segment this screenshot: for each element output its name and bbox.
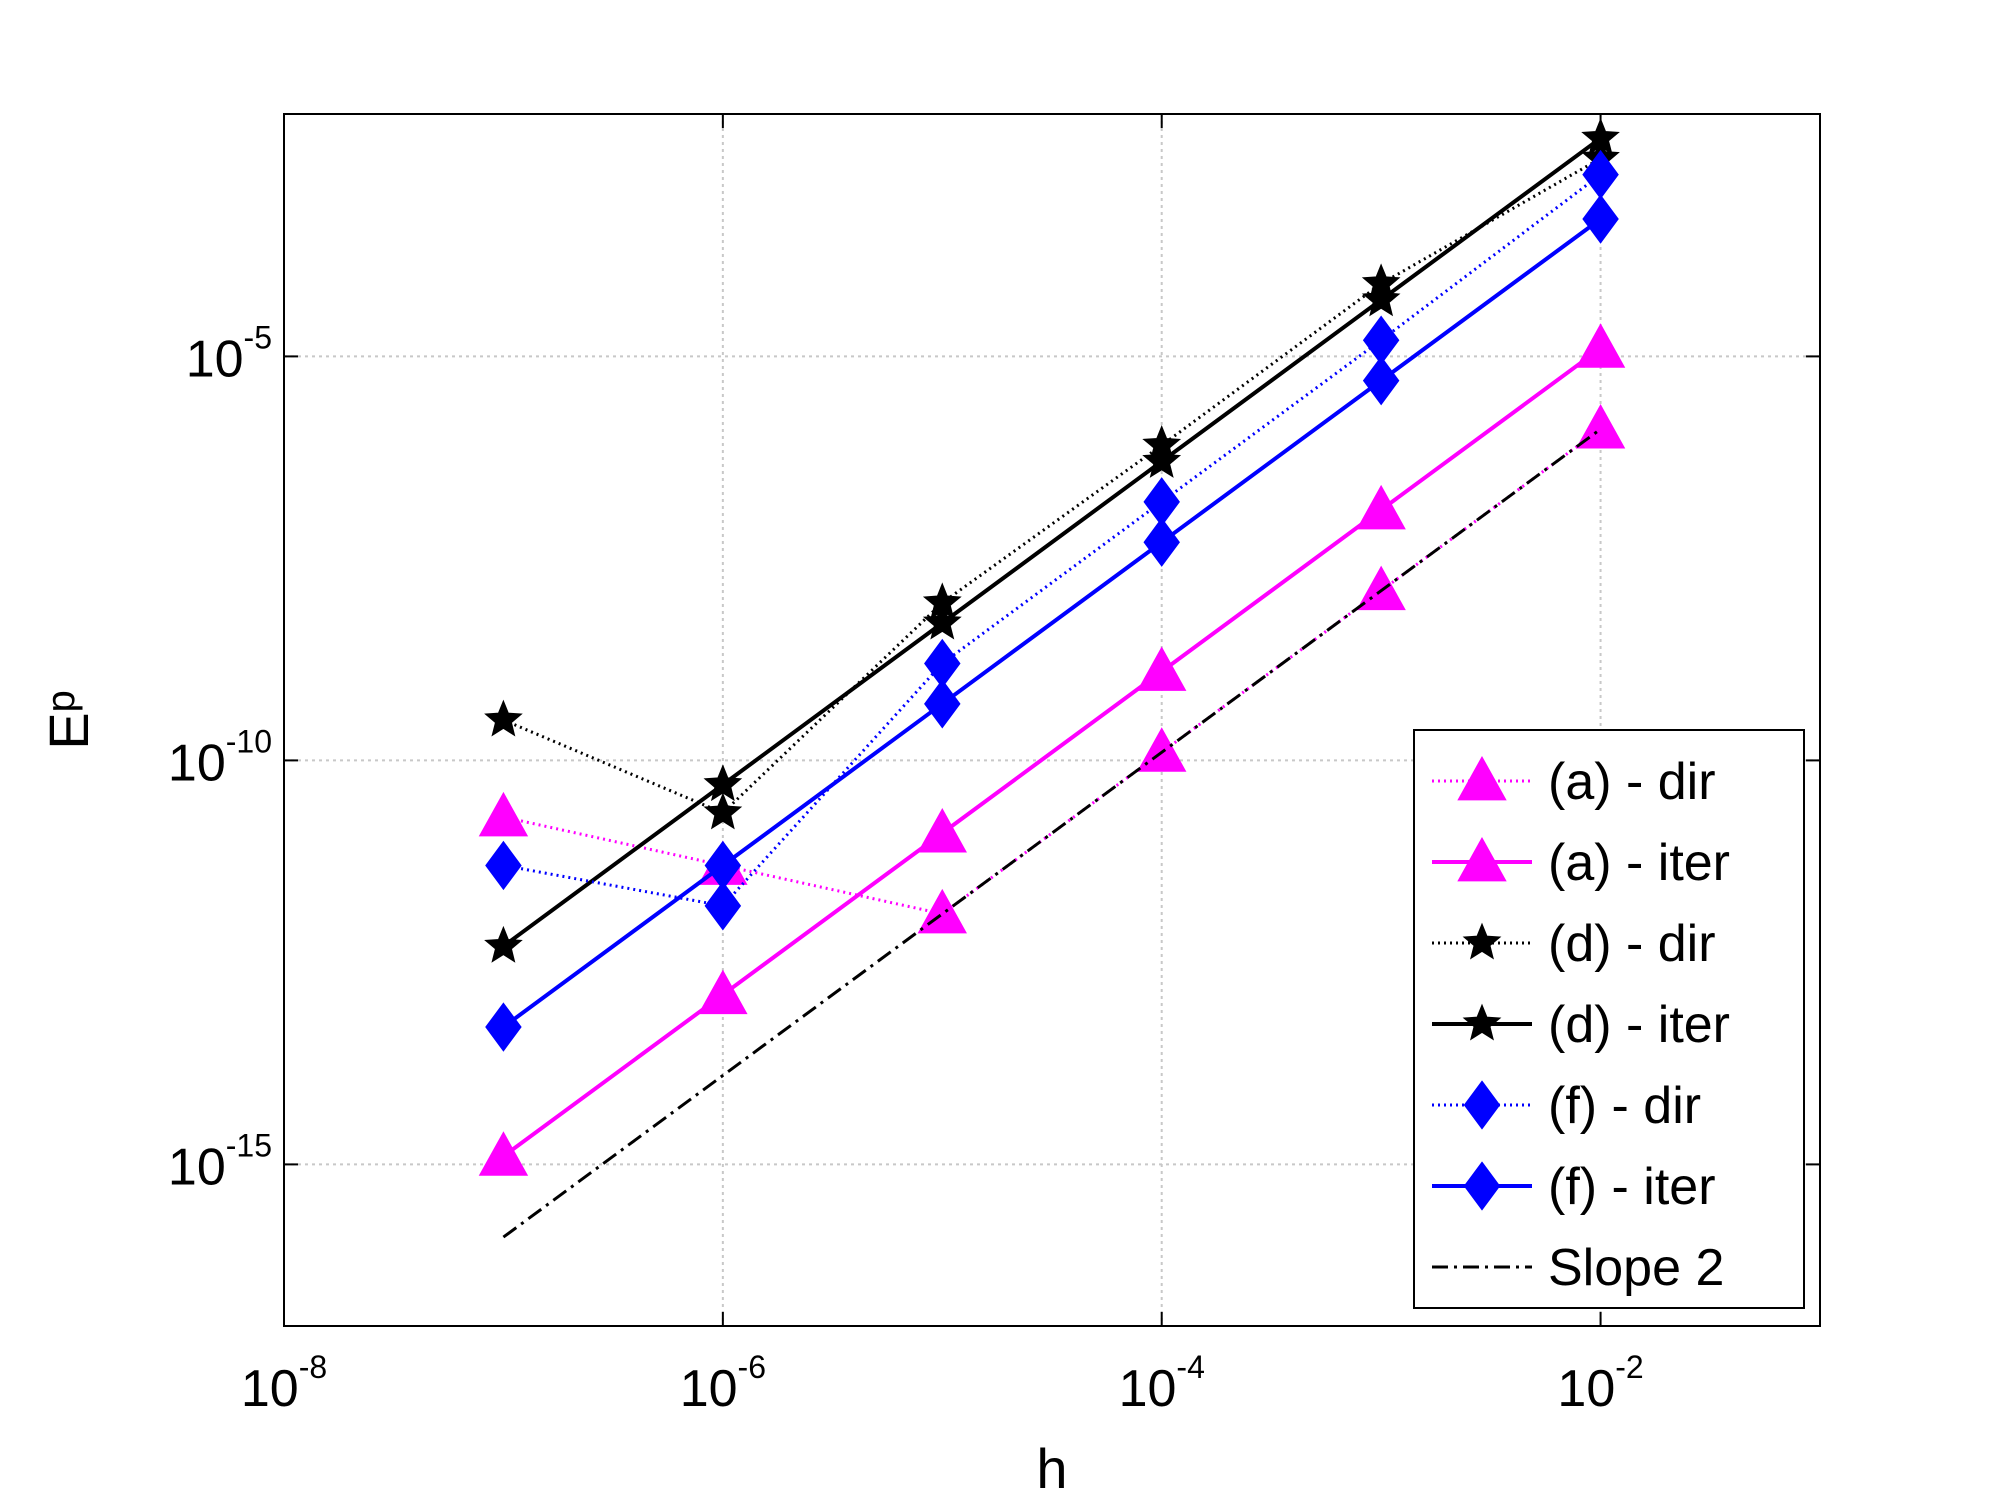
data-point: [484, 925, 523, 963]
legend-item: (a) - dir: [1432, 753, 1716, 811]
series-line-d-iter: [502, 136, 1602, 948]
x-tick-base: 10: [1119, 1360, 1177, 1418]
y-tick-exponent: -15: [226, 1127, 272, 1163]
legend-label: (d) - dir: [1548, 915, 1716, 973]
y-tick-label: 10-10: [168, 723, 272, 792]
series-a-iter: [478, 323, 1626, 1176]
legend-item: (d) - iter: [1432, 996, 1730, 1054]
legend-label: (f) - iter: [1548, 1158, 1716, 1216]
x-tick-exponent: -6: [738, 1349, 766, 1385]
x-tick-exponent: -4: [1176, 1349, 1204, 1385]
data-point: [704, 881, 742, 931]
data-point: [485, 1002, 522, 1052]
ticks: [283, 114, 1820, 1326]
series-d-iter: [484, 117, 1620, 963]
legend-swatch-marker: [1462, 922, 1502, 960]
data-point: [924, 679, 961, 729]
series-line-f-dir: [503, 173, 1602, 908]
legend-swatch-marker: [1462, 1003, 1502, 1041]
y-axis-label: Ep: [37, 690, 100, 750]
series-f-dir: [485, 149, 1619, 931]
y-tick-base: 10: [186, 330, 244, 388]
y-tick-exponent: -10: [226, 723, 272, 759]
data-point: [1143, 517, 1180, 567]
series-line-a-iter: [502, 346, 1602, 1158]
x-tick-base: 10: [680, 1360, 738, 1418]
legend: (a) - dir (a) - iter (d) - dir (d) - iter (f…: [1413, 729, 1805, 1309]
x-tick-base: 10: [1557, 1360, 1615, 1418]
data-point: [1582, 194, 1619, 244]
x-tick-exponent: -8: [299, 1349, 327, 1385]
data-point: [1356, 484, 1406, 530]
data-point: [698, 969, 748, 1015]
legend-swatch-marker: [1457, 836, 1507, 882]
data-point: [703, 764, 743, 802]
series-f-iter: [485, 194, 1619, 1052]
x-tick-exponent: -2: [1615, 1349, 1643, 1385]
series-line-slope-2: [502, 427, 1602, 1239]
x-tick-base: 10: [241, 1360, 299, 1418]
data-point: [1137, 646, 1187, 691]
series-line-d-dir: [502, 157, 1602, 815]
y-tick-base: 10: [168, 734, 226, 792]
data-point: [703, 792, 743, 830]
x-axis-label: h: [1036, 1437, 1067, 1500]
legend-swatch-marker: [1463, 1080, 1501, 1130]
plot-frame: [283, 113, 1821, 1327]
legend-item: Slope 2: [1432, 1239, 1724, 1297]
y-tick-base: 10: [168, 1138, 226, 1196]
y-axis-label-subscript: p: [39, 690, 83, 712]
y-tick-exponent: -5: [244, 319, 272, 355]
legend-item: (d) - dir: [1432, 915, 1716, 973]
y-tick-label: 10-5: [186, 319, 272, 388]
legend-label: (d) - iter: [1548, 996, 1730, 1054]
data-point: [1361, 279, 1401, 317]
legend-label: Slope 2: [1548, 1239, 1724, 1297]
data-point: [917, 808, 967, 853]
x-tick-label: 10-8: [241, 1349, 327, 1418]
series-line-f-iter: [502, 217, 1602, 1029]
legend-item: (a) - iter: [1432, 834, 1730, 892]
x-tick-label: 10-4: [1119, 1349, 1205, 1418]
x-tick-label: 10-2: [1557, 1349, 1643, 1418]
legend-swatch-marker: [1463, 1161, 1501, 1211]
legend-label: (f) - dir: [1548, 1077, 1701, 1135]
plot-lines: [478, 117, 1626, 1239]
data-point: [484, 699, 523, 737]
data-point: [922, 602, 962, 640]
y-axis-label-main: E: [37, 712, 100, 749]
data-point: [1362, 355, 1400, 406]
data-point: [1575, 323, 1626, 368]
series-slope-2: [502, 427, 1602, 1239]
x-tick-label: 10-6: [680, 1349, 766, 1418]
legend-label: (a) - iter: [1548, 834, 1730, 892]
data-point: [478, 1131, 529, 1176]
legend-swatch-marker: [1457, 755, 1507, 801]
legend-item: (f) - iter: [1432, 1158, 1716, 1216]
legend-label: (a) - dir: [1548, 753, 1716, 811]
data-point: [704, 840, 742, 891]
data-point: [1581, 117, 1620, 155]
y-tick-label: 10-15: [168, 1127, 272, 1196]
series-line-a-dir: [503, 427, 1602, 916]
data-point: [1137, 727, 1187, 772]
data-point: [1142, 441, 1182, 478]
legend-item: (f) - dir: [1432, 1077, 1701, 1135]
data-point: [485, 840, 522, 891]
data-point: [478, 791, 529, 837]
